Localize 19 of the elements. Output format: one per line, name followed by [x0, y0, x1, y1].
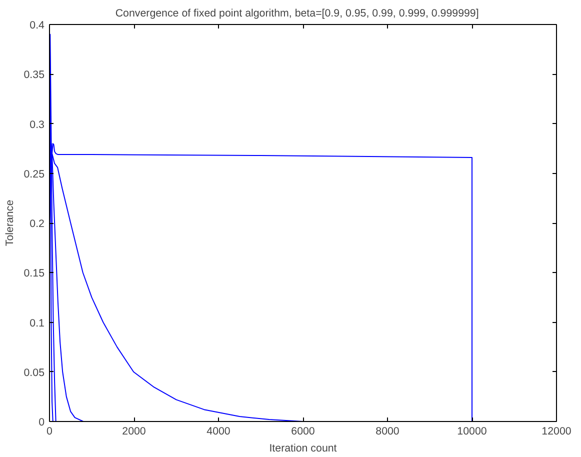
y-axis-title: Tolerance	[4, 200, 16, 246]
x-tick-label: 4000	[206, 426, 230, 438]
x-axis-title: Iteration count	[269, 442, 337, 454]
x-tick-label: 2000	[122, 426, 146, 438]
y-tick-label: 0.4	[30, 20, 45, 32]
x-tick-label: 0	[46, 426, 53, 438]
y-tick-label: 0.35	[24, 69, 45, 82]
x-tick-label: 8000	[376, 426, 400, 438]
y-tick-label: 0.3	[30, 118, 45, 131]
y-tick-label: 0.15	[24, 268, 45, 280]
x-tick-label: 10000	[457, 426, 487, 438]
y-tick-label: 0	[38, 416, 45, 428]
y-tick-label: 0.1	[30, 317, 45, 330]
x-tick-label: 6000	[291, 426, 315, 438]
y-tick-label: 0.05	[24, 366, 45, 379]
y-tick-label: 0.2	[30, 218, 45, 230]
y-tick-label: 0.25	[24, 168, 45, 180]
x-tick-label: 12000	[542, 426, 572, 438]
chart-title: Convergence of fixed point algorithm, beta=[0.9, 0.95, 0.99, 0.999, 0.999999]	[115, 8, 479, 20]
